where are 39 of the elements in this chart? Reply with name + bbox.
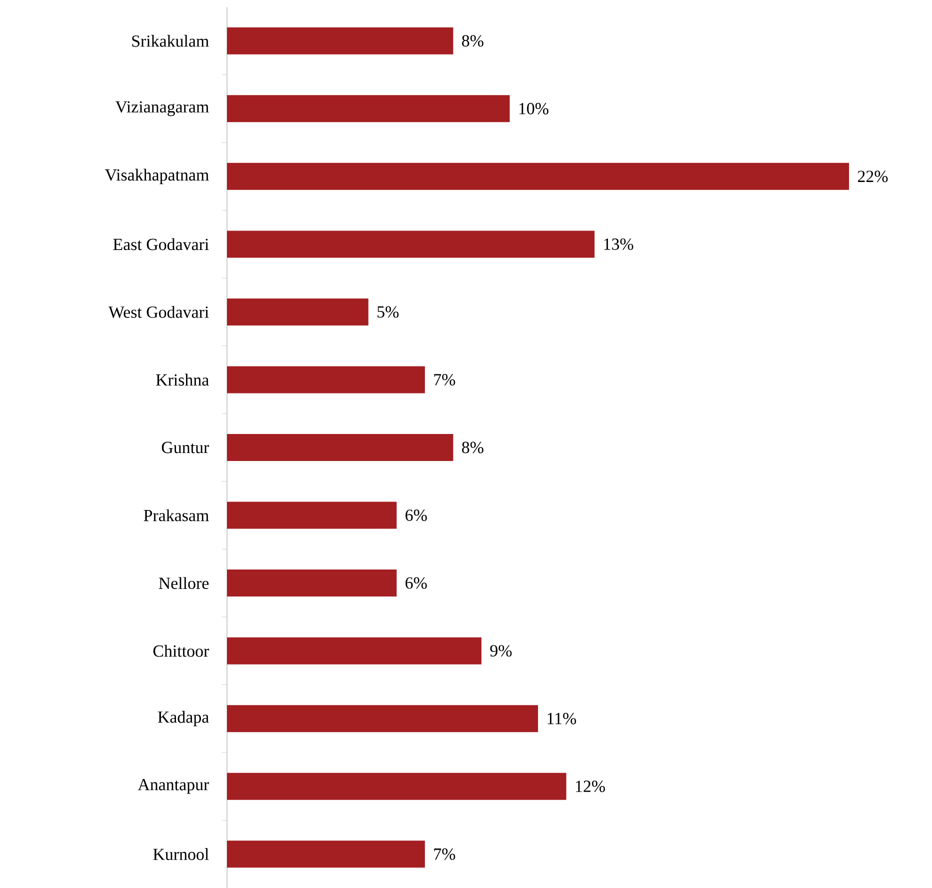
y-tick-label: Vizianagaram [115, 101, 209, 116]
data-label: 12% [576, 780, 605, 792]
y-tick-label: Kurnool [153, 848, 209, 860]
y-tick-label: Prakasam [144, 509, 209, 522]
bar [227, 95, 510, 122]
data-label: 22% [858, 170, 888, 182]
bar [227, 570, 397, 597]
bar [227, 637, 482, 664]
y-tick-label: Visakhapatnam [105, 168, 209, 184]
y-tick-label: Chittoor [153, 644, 210, 657]
y-tick-label: Srikakulam [132, 34, 209, 47]
data-label: 6% [406, 510, 427, 522]
data-label: 7% [434, 848, 456, 860]
data-label: 7% [434, 374, 456, 386]
data-label: 9% [490, 645, 512, 657]
bar [227, 502, 397, 529]
y-tick-label: East Godavari [113, 238, 209, 250]
data-label: 6% [406, 577, 427, 589]
y-tick-label: Anantapur [138, 778, 210, 794]
bar [227, 772, 566, 800]
data-label: 8% [462, 35, 484, 47]
bar [227, 230, 595, 258]
y-tick-label: Guntur [162, 442, 209, 454]
y-tick-label: West Godavari [108, 306, 209, 318]
bar [227, 298, 368, 326]
bar [227, 27, 454, 54]
data-label: 11% [548, 712, 576, 724]
data-label: 13% [604, 238, 634, 250]
bar [227, 705, 538, 732]
bar [227, 366, 425, 394]
y-tick-label: Kadapa [158, 710, 209, 726]
y-tick-label: Krishna [156, 374, 209, 386]
data-label: 8% [462, 442, 484, 454]
bar [227, 162, 850, 190]
data-label: 5% [378, 306, 399, 318]
bar [227, 840, 425, 868]
data-label: 10% [519, 102, 548, 114]
bar [227, 434, 454, 462]
y-tick-label: Nellore [158, 577, 209, 590]
